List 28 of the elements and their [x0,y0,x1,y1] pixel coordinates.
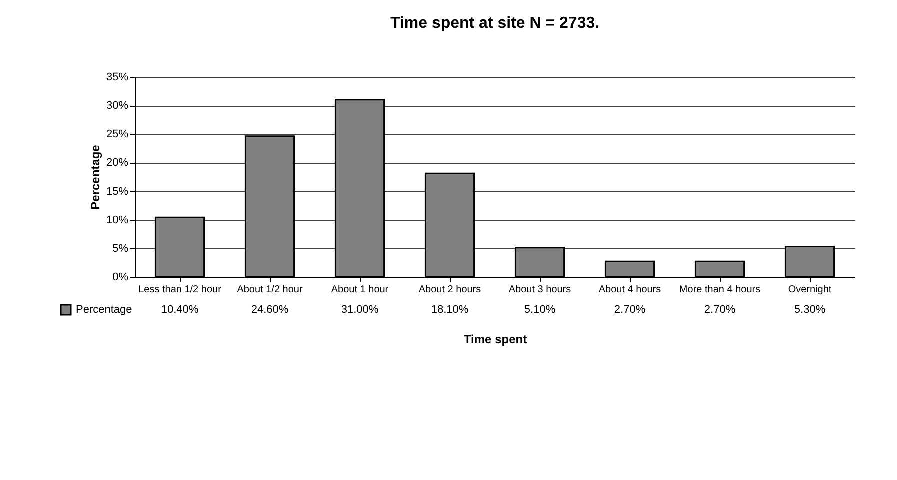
x-tick-label: About 1 hour [331,284,390,296]
y-axis-title: Percentage [88,144,102,210]
data-label: 10.40% [161,304,199,316]
data-label: 2.70% [614,304,646,316]
data-label: 24.60% [251,304,289,316]
y-tick-label: 25% [106,128,129,141]
data-label: 5.10% [524,304,556,316]
chart-title: Time spent at site N = 2733. [390,15,600,32]
data-label: 31.00% [341,304,379,316]
legend-label: Percentage [76,304,132,316]
y-tick-label: 10% [106,214,129,226]
x-tick-label: About 4 hours [598,284,662,296]
x-tick-label: Less than 1/2 hour [138,284,222,296]
data-label: 5.30% [794,304,826,316]
y-tick-label: 20% [106,157,129,170]
y-tick-label: 5% [112,242,129,255]
y-tick-label: 30% [106,100,129,112]
data-label: 18.10% [431,304,469,316]
y-tick-label: 35% [106,72,129,84]
x-tick-label: More than 4 hours [679,284,761,296]
x-tick-label: About 2 hours [418,284,482,296]
x-tick-label: About 3 hours [508,284,572,296]
x-tick-label: About 1/2 hour [237,284,304,296]
y-tick-label: 15% [106,186,129,198]
data-label: 2.70% [704,304,736,316]
x-axis-title: Time spent [464,332,528,346]
x-tick-label: Overnight [788,284,832,296]
y-tick-label: 0% [112,272,129,284]
